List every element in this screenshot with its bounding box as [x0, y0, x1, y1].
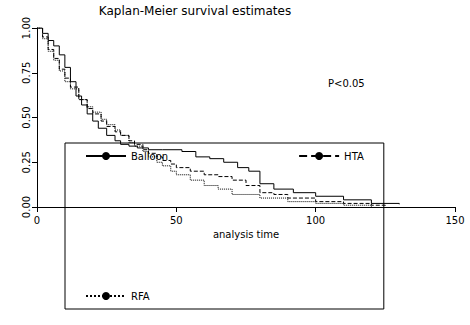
svg-text:0: 0 [34, 215, 40, 226]
svg-text:P<0.05: P<0.05 [328, 78, 365, 89]
svg-text:0.25: 0.25 [21, 151, 32, 173]
svg-text:0.75: 0.75 [21, 62, 32, 84]
svg-text:Balloon: Balloon [131, 151, 168, 162]
svg-text:RFA: RFA [131, 291, 150, 302]
svg-text:0.50: 0.50 [21, 106, 32, 128]
svg-text:0.00: 0.00 [21, 196, 32, 218]
svg-text:1.00: 1.00 [21, 17, 32, 39]
svg-text:150: 150 [445, 215, 464, 226]
svg-text:Kaplan-Meier survival estimate: Kaplan-Meier survival estimates [99, 4, 291, 18]
svg-text:HTA: HTA [344, 151, 364, 162]
